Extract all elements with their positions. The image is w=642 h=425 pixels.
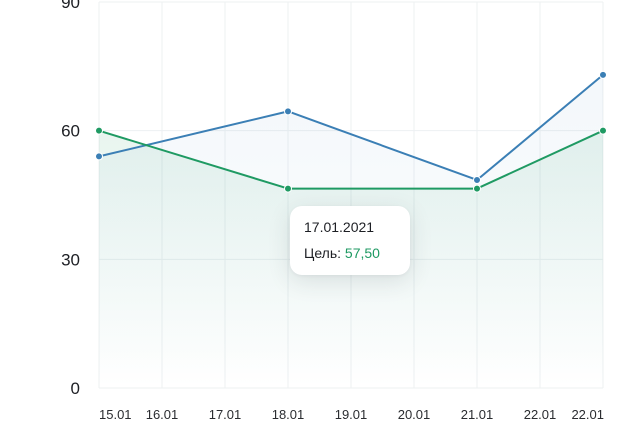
series-line-1 [98, 73, 604, 181]
series-lines [98, 73, 604, 190]
x-tick-label: 16.01 [146, 407, 179, 422]
data-point[interactable] [599, 126, 607, 135]
x-tick-label: 22.01 [571, 407, 604, 422]
x-tick-label: 18.01 [272, 407, 305, 422]
y-tick-label: 90 [61, 0, 80, 12]
x-tick-label: 21.01 [461, 407, 494, 422]
data-point[interactable] [284, 184, 292, 193]
data-point[interactable] [473, 184, 481, 193]
tooltip-value: 57,50 [344, 245, 380, 261]
tooltip-label: Цель: [304, 245, 342, 261]
tooltip: 17.01.2021 Цель: 57,50 [290, 206, 410, 275]
data-point[interactable] [284, 107, 292, 116]
x-tick-label: 20.01 [398, 407, 431, 422]
x-axis-ticks: 15.01 16.01 17.01 18.01 19.01 20.01 21.01 22.01… [99, 407, 604, 422]
x-tick-label: 22.01 [524, 407, 557, 422]
y-tick-label: 60 [61, 122, 80, 141]
series-line-2 [98, 129, 604, 190]
y-tick-label: 30 [61, 250, 80, 269]
tooltip-date: 17.01.2021 [304, 219, 375, 235]
tooltip-row: Цель: 57,50 [304, 244, 396, 262]
data-point[interactable] [599, 70, 607, 79]
x-tick-label: 15.01 [99, 407, 132, 422]
series-points[interactable] [95, 70, 607, 193]
y-axis-ticks: 0 30 60 90 [61, 0, 80, 398]
x-tick-label: 19.01 [335, 407, 368, 422]
data-point[interactable] [95, 126, 103, 135]
data-point[interactable] [473, 175, 481, 184]
data-point[interactable] [95, 152, 103, 161]
x-tick-label: 17.01 [209, 407, 242, 422]
y-tick-label: 0 [71, 379, 80, 398]
